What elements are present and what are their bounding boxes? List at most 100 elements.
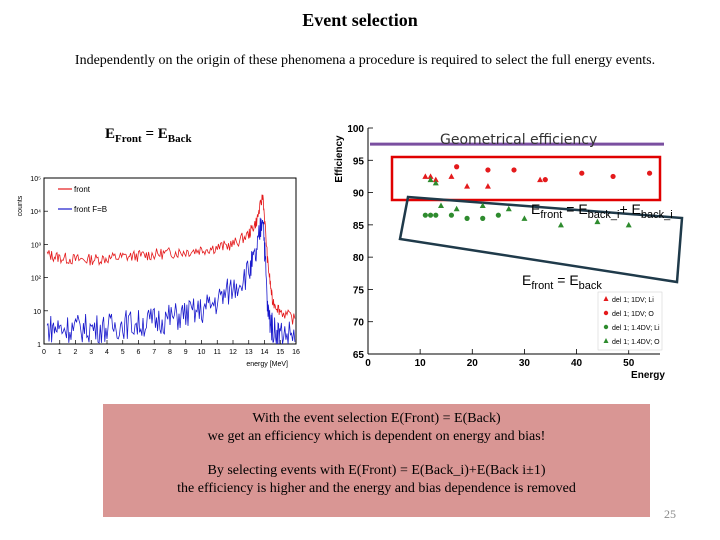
summary-line-2: we get an efficiency which is dependent … [207,429,546,444]
histogram-x-tick-label: 7 [152,349,156,356]
anno1-back2: back_i [640,208,673,221]
anno2-e: E [522,272,532,288]
highlight-box-tilted [398,195,684,284]
eff-point [594,218,601,225]
intro-text: Independently on the origin of these phe… [74,53,656,68]
summary-line-3: By selecting events with E(Front) = E(Ba… [207,463,546,478]
slide-title: Event selection [302,10,418,30]
annotation-back-i: Efront = Eback_i+ Eback_i [531,201,673,221]
eff-point [433,212,439,218]
summary-line-4: the efficiency is higher and the energy … [177,481,576,496]
histogram-y-tick-label: 10³ [31,242,42,249]
eff-legend-label: del 1; 1DV; O [612,311,654,318]
eq-e: E [105,126,116,142]
histogram-x-tick-label: 6 [137,349,141,356]
histogram-y-tick-label: 10 [33,309,41,316]
eff-legend-label: del 1; 1DV; Li [612,297,654,304]
histogram-x-label: energy [MeV] [246,361,288,368]
eff-point [480,215,486,221]
eq-back-sub: Back [167,133,192,145]
eff-point [557,221,564,228]
slide-number: 25 [664,507,676,521]
eff-legend-marker [603,338,609,343]
histogram-y-label: counts [17,195,24,216]
eff-x-tick-label: 30 [519,358,531,369]
eff-legend-label: del 1; 1.4DV; Li [612,325,660,332]
eff-point [427,212,434,218]
eff-point [485,167,491,173]
eff-point [484,183,491,189]
eff-x-tick-label: 40 [571,358,583,369]
eff-point [464,215,470,221]
histogram-y-tick-label: 10⁵ [30,176,41,183]
histogram-legend-label: front F=B [74,205,107,214]
eff-point [521,215,528,221]
anno2-back: back [578,279,602,292]
highlight-box-red [390,155,662,202]
histogram-x-tick-label: 5 [121,349,125,356]
eff-point [610,173,616,180]
eff-legend-marker [603,310,609,316]
histogram-x-tick-label: 16 [292,349,300,356]
eff-point [448,173,455,179]
eff-y-tick-label: 100 [347,124,364,135]
equality-label: EFront = EBack [105,126,192,145]
eff-point [438,202,444,208]
eff-x-tick-label: 0 [365,358,371,369]
eff-legend-marker [603,324,609,330]
histogram-legend-label: front [74,185,91,194]
histogram-x-tick-label: 15 [276,349,284,356]
eff-point [427,173,434,179]
eff-point [422,173,429,179]
eff-point [495,212,501,218]
eff-y-label: Efficiency [334,135,345,183]
anno1-mid: = E [562,201,588,217]
eff-x-tick-label: 10 [415,358,427,369]
histogram-x-tick-label: 11 [214,349,221,356]
anno1-e: E [531,201,541,217]
eff-point [432,179,439,186]
eff-point [422,212,428,218]
histogram-x-tick-label: 1 [58,349,62,356]
eff-point [646,170,653,176]
energy-histogram: 0 1 2 3 4 5 6 7 8 9 10 11 12 13 14 15 1611010²10³10⁴10⁵e… [17,176,300,368]
histogram-x-tick-label: 0 [42,349,46,356]
eff-point [464,183,471,189]
histogram-x-tick-label: 12 [229,349,237,356]
eff-point [542,177,548,183]
histogram-x-tick-label: 3 [89,349,93,356]
annotation-back: Efront = Eback [522,272,602,292]
eff-point [448,212,455,218]
histogram-y-tick-label: 1 [37,342,41,349]
eff-point [511,167,517,173]
eff-y-tick-label: 65 [353,350,365,361]
eff-point [453,205,460,212]
eff-point [537,176,544,183]
anno2-front: front [531,279,554,292]
eff-point [479,202,486,208]
eff-point [427,176,434,183]
histogram-x-tick-label: 9 [184,349,188,356]
eff-point [432,176,439,183]
histogram-x-tick-label: 14 [261,349,269,356]
eff-y-tick-label: 95 [353,156,365,167]
eff-point [454,164,460,170]
histogram-x-tick-label: 4 [105,349,109,356]
histogram-x-tick-label: 10 [198,349,206,356]
eff-point [579,170,585,176]
eff-y-tick-label: 75 [353,285,365,296]
eq-mid: = E [145,126,168,142]
eff-legend-label: del 1; 1.4DV; O [612,339,660,346]
eff-y-tick-label: 80 [353,253,365,264]
histogram-y-tick-label: 10² [31,276,42,283]
eff-legend-marker [603,296,609,301]
eff-y-tick-label: 70 [353,318,365,329]
eff-point [505,205,512,212]
histogram-series-front-f-equals-b [46,217,296,345]
anno1-back: back_i [587,208,620,221]
eq-front-sub: Front [115,133,142,145]
eff-x-tick-label: 20 [467,358,479,369]
eff-point [625,221,632,228]
histogram-x-tick-label: 13 [245,349,253,356]
